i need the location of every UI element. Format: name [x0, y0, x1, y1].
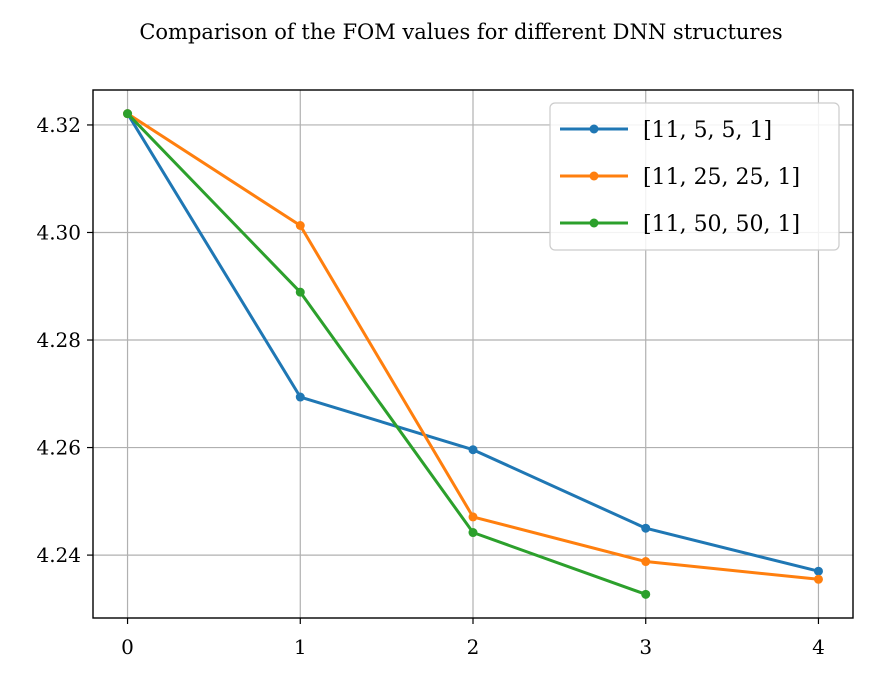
legend-marker	[589, 124, 599, 134]
data-point	[123, 109, 133, 119]
data-point	[641, 589, 651, 599]
x-tick-label: 4	[812, 635, 825, 659]
x-tick-label: 2	[467, 635, 480, 659]
y-tick-label: 4.26	[36, 436, 81, 460]
data-point	[641, 557, 651, 567]
series-3	[123, 109, 651, 599]
x-tick-label: 1	[294, 635, 307, 659]
data-point	[468, 445, 478, 455]
data-point	[468, 512, 478, 522]
legend-marker	[589, 171, 599, 181]
series-lines	[123, 109, 823, 599]
y-axis-ticks: 4.24 4.26 4.28 4.30 4.32	[36, 113, 93, 567]
data-point	[641, 523, 651, 533]
data-point	[813, 566, 823, 576]
chart-title: Comparison of the FOM values for differe…	[139, 20, 782, 44]
x-axis-ticks: 0 1 2 3 4	[121, 618, 825, 659]
legend-item: [11, 50, 50, 1]	[560, 212, 800, 237]
data-point	[813, 574, 823, 584]
data-point	[295, 287, 305, 297]
legend-item: [11, 5, 5, 1]	[560, 118, 772, 143]
x-tick-label: 0	[121, 635, 134, 659]
legend-label: [11, 50, 50, 1]	[643, 212, 800, 237]
legend-box	[549, 102, 840, 251]
y-tick-label: 4.28	[36, 328, 81, 352]
legend-marker	[589, 218, 599, 228]
x-tick-label: 3	[639, 635, 652, 659]
y-tick-label: 4.32	[36, 113, 81, 137]
legend-label: [11, 5, 5, 1]	[643, 118, 772, 143]
y-tick-label: 4.24	[36, 543, 81, 567]
data-point	[468, 528, 478, 538]
data-point	[295, 220, 305, 230]
legend: [11, 5, 5, 1] [11, 25, 25, 1] [11, 50, 50,…	[549, 102, 840, 251]
legend-item: [11, 25, 25, 1]	[560, 165, 800, 190]
series-line	[126, 112, 647, 596]
legend-label: [11, 25, 25, 1]	[643, 165, 800, 190]
y-tick-label: 4.30	[36, 220, 81, 244]
data-point	[295, 392, 305, 402]
